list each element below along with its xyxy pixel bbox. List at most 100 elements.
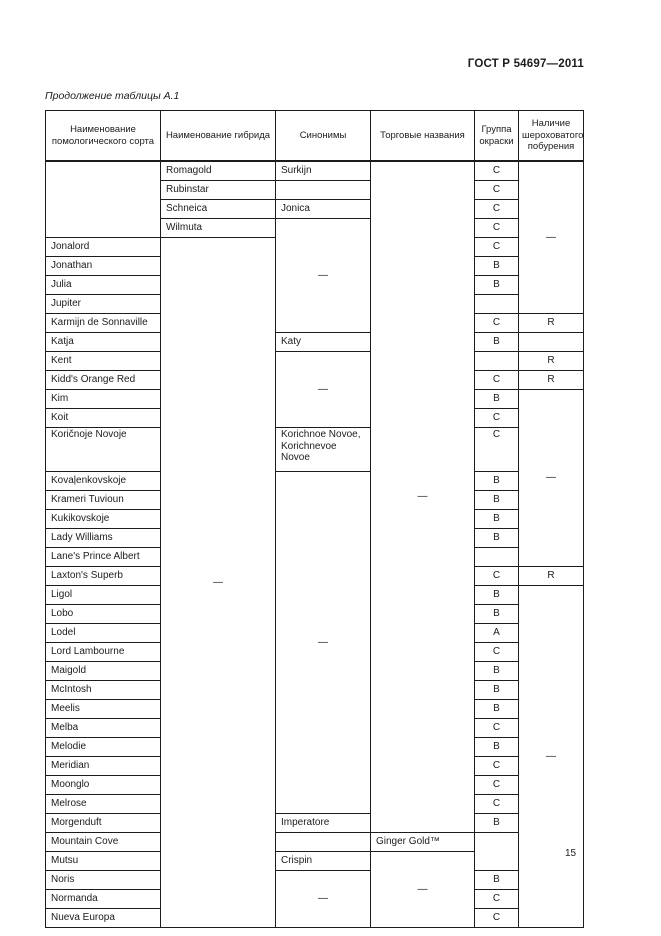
cell-variety: Meridian [45, 756, 161, 776]
cell-group: B [474, 256, 519, 276]
cell-group: C [474, 756, 519, 776]
cell-variety: Lane's Prince Albert [45, 547, 161, 567]
cell-variety: Melodie [45, 737, 161, 757]
table-continuation-caption: Продолжение таблицы А.1 [45, 90, 180, 102]
cell-variety: Ligol [45, 585, 161, 605]
cell-russeting: — [518, 585, 584, 928]
cell-russeting: R [518, 351, 584, 371]
cell-variety: Laxton's Superb [45, 566, 161, 586]
cell-variety: Normanda [45, 889, 161, 909]
cell-group [474, 294, 519, 314]
cell-variety: Koit [45, 408, 161, 428]
table-row: Mutsu Crispin — [45, 851, 584, 928]
table-row: Lane's Prince Albert [45, 547, 584, 567]
table-row: Wilmuta — C [46, 218, 584, 333]
table-row: Koit C [45, 408, 584, 428]
column-header-trade: Торговые названия [370, 110, 475, 162]
cell-hybrid: Schneica [160, 199, 276, 219]
cell-variety: Meelis [45, 699, 161, 719]
cell-variety: Lobo [45, 604, 161, 624]
table-row: Kidd's Orange Red C R [45, 370, 584, 390]
table-row: Lodel A [45, 623, 584, 643]
cell-variety: Lodel [45, 623, 161, 643]
table-row: Noris — B [45, 870, 584, 928]
cell-russeting: R [518, 370, 584, 390]
cell-group: C [474, 160, 519, 181]
cell-variety: Melrose [45, 794, 161, 814]
cell-group: B [474, 699, 519, 719]
cell-variety: Kidd's Orange Red [45, 370, 161, 390]
cell-variety: Krameri Tuvioun [45, 490, 161, 510]
cell-synonyms: — [275, 471, 371, 814]
cell-group: B [474, 490, 519, 510]
table-header-row: Наименование помологического сорта Наиме… [45, 110, 584, 162]
cell-synonyms: — [275, 351, 371, 428]
cell-variety: Moonglo [45, 775, 161, 795]
cell-trade: — [370, 160, 475, 833]
cell-group: C [474, 566, 519, 586]
cell-group: B [474, 275, 519, 295]
varieties-table: Наименование помологического сорта Наиме… [45, 110, 584, 928]
table-row: Nueva Europa C [45, 908, 584, 928]
cell-variety: Mountain Cove [45, 832, 161, 852]
column-header-group: Группа окраски [474, 110, 519, 162]
cell-group: C [474, 370, 519, 390]
cell-group: B [474, 585, 519, 605]
table-row: Kim B — [45, 389, 584, 567]
cell-variety: Morgenduft [45, 813, 161, 833]
cell-variety: McIntosh [45, 680, 161, 700]
cell-group: B [474, 870, 519, 890]
cell-hybrid: Romagold [160, 160, 276, 181]
cell-group: B [474, 528, 519, 548]
cell-group [474, 547, 519, 567]
table-header: Наименование помологического сорта Наиме… [45, 110, 584, 162]
cell-trade: Ginger Gold™ [370, 832, 475, 852]
cell-group: C [474, 775, 519, 795]
cell-synonyms [275, 832, 371, 852]
cell-synonyms: Jonica [275, 199, 371, 219]
cell-group: C [474, 408, 519, 428]
table-row: Normanda C [45, 889, 584, 909]
cell-variety: Jonalord [45, 237, 161, 257]
cell-group [474, 351, 519, 371]
cell-synonyms: Surkijn [275, 160, 371, 181]
table-row: Meelis B [45, 699, 584, 719]
gost-code-header: ГОСТ Р 54697—2011 [467, 58, 584, 70]
cell-synonyms: — [275, 218, 371, 333]
cell-group [474, 832, 519, 871]
cell-synonyms: Crispin [275, 851, 371, 871]
table-row: Lady Williams B [45, 528, 584, 548]
cell-group: C [474, 889, 519, 909]
cell-russeting: — [518, 389, 584, 567]
cell-variety: Jupiter [45, 294, 161, 314]
cell-variety: Lady Williams [45, 528, 161, 548]
table-row: Jupiter [45, 294, 584, 314]
cell-variety: Kovaļenkovskoje [45, 471, 161, 491]
cell-group: B [474, 661, 519, 681]
table-row: Karmijn de Sonnaville C R [45, 313, 584, 333]
table-row: Kent — R [45, 351, 584, 428]
cell-hybrid: Wilmuta [160, 218, 276, 238]
table-row: Mountain Cove Ginger Gold™ [45, 832, 584, 871]
cell-group: C [474, 218, 519, 238]
cell-variety: Lord Lambourne [45, 642, 161, 662]
cell-group: B [474, 604, 519, 624]
cell-group: C [474, 237, 519, 257]
cell-group: B [474, 737, 519, 757]
table-row: Krameri Tuvioun B [45, 490, 584, 510]
cell-variety: Kukikovskoje [45, 509, 161, 529]
cell-group: C [474, 199, 519, 219]
table-row: Lord Lambourne C [45, 642, 584, 662]
column-header-russeting: Наличие шероховатого побурения [518, 110, 584, 162]
table-row: Julia B [45, 275, 584, 295]
cell-group: B [474, 471, 519, 491]
cell-variety: Julia [45, 275, 161, 295]
column-header-synonyms: Синонимы [275, 110, 371, 162]
cell-group: B [474, 680, 519, 700]
cell-variety: Maigold [45, 661, 161, 681]
cell-variety: Nueva Europa [45, 908, 161, 928]
column-header-variety: Наименование помологического сорта [45, 110, 161, 162]
cell-synonyms: Katy [275, 332, 371, 352]
cell-group: C [474, 794, 519, 814]
cell-variety: Kent [45, 351, 161, 371]
